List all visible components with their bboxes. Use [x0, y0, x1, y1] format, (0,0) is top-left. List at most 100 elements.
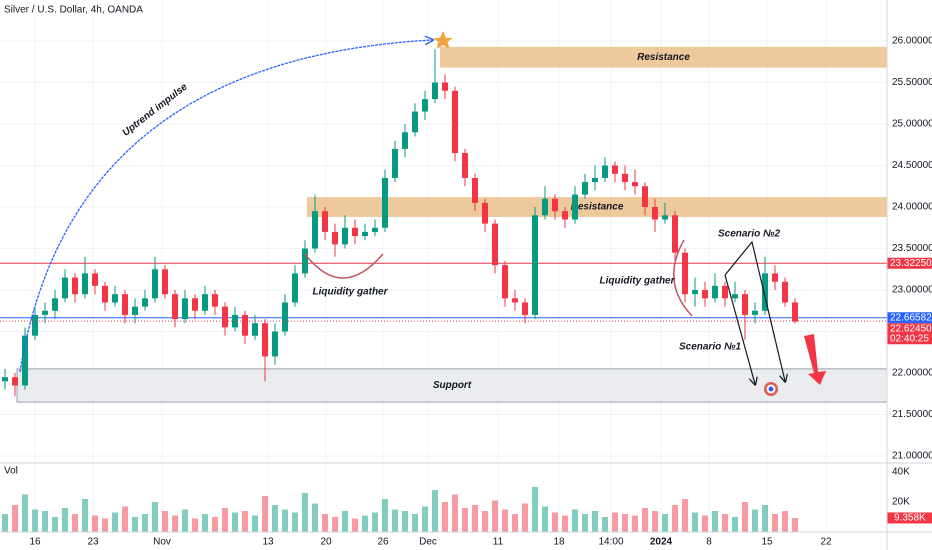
volume-bar — [402, 511, 408, 532]
x-tick-label: Dec — [419, 537, 437, 548]
volume-bar — [452, 494, 458, 532]
volume-bar — [292, 512, 298, 532]
y-tick-label: 25.50000 — [892, 77, 932, 88]
volume-bar — [732, 517, 738, 532]
candle-body — [312, 211, 318, 249]
volume-bar — [462, 508, 468, 532]
volume-bar — [472, 505, 478, 532]
candle-body — [632, 182, 638, 187]
x-tick-label: 2024 — [650, 537, 673, 548]
volume-bar — [772, 514, 778, 532]
candle-body — [752, 310, 758, 315]
candle-body — [302, 248, 308, 274]
y-tick-label: 26.00000 — [892, 36, 932, 47]
volume-label: Vol — [4, 466, 18, 477]
candle-body — [572, 194, 578, 220]
volume-bar — [432, 490, 438, 532]
candle-body — [192, 298, 198, 311]
annotation: Scenario №2 — [718, 229, 780, 240]
volume-bar — [182, 509, 188, 532]
volume-bar — [342, 511, 348, 532]
countdown-label: 02:40:25 — [890, 333, 929, 344]
candle-body — [2, 377, 8, 382]
candle-body — [372, 227, 378, 232]
star — [433, 31, 453, 49]
volume-bar — [362, 515, 368, 532]
candle-body — [232, 314, 238, 328]
candle-body — [542, 198, 548, 216]
volume-bar — [272, 505, 278, 532]
volume-bar — [702, 515, 708, 532]
candle-body — [152, 269, 158, 299]
volume-bar — [212, 517, 218, 532]
candle-body — [762, 273, 768, 311]
volume-bar — [142, 514, 148, 532]
volume-bar — [282, 509, 288, 532]
volume-bar — [522, 503, 528, 532]
candle-body — [502, 265, 508, 299]
candle-body — [592, 177, 598, 183]
candle-body — [692, 290, 698, 295]
y-tick-label: 21.00000 — [892, 451, 932, 462]
candle-body — [132, 306, 138, 315]
volume-bar — [512, 514, 518, 532]
volume-bar — [172, 515, 178, 532]
last-price-label: 22.62450 — [890, 323, 932, 334]
volume-bar — [682, 499, 688, 532]
y-tick-label: 23.00000 — [892, 285, 932, 296]
candle-body — [782, 281, 788, 303]
candle-body — [12, 377, 18, 386]
volume-bar — [372, 512, 378, 532]
volume-bar — [52, 517, 58, 532]
candle-body — [292, 273, 298, 303]
candle-body — [462, 153, 468, 178]
volume-bar — [132, 517, 138, 532]
candle-body — [472, 177, 478, 203]
y-tick-label: 24.50000 — [892, 160, 932, 171]
candle-body — [452, 90, 458, 154]
last-price-box — [887, 323, 932, 345]
candle-body — [512, 298, 518, 303]
x-tick-label: 26 — [377, 537, 389, 548]
candle-body — [32, 314, 38, 336]
volume-last-label: 9.358K — [894, 513, 926, 524]
volume-bar — [42, 511, 48, 532]
candle-body — [722, 285, 728, 299]
volume-bar — [332, 517, 338, 532]
candle-body — [492, 223, 498, 266]
candle-body — [362, 231, 368, 237]
candle-body — [792, 302, 798, 322]
candle-body — [422, 99, 428, 112]
candle-body — [42, 310, 48, 315]
volume-bar — [302, 493, 308, 532]
volume-bar — [102, 518, 108, 532]
volume-bar — [762, 505, 768, 532]
volume-bar — [192, 518, 198, 532]
volume-bar — [552, 512, 558, 532]
volume-bar — [62, 508, 68, 532]
candle-body — [262, 323, 268, 357]
volume-bar — [722, 514, 728, 532]
zone — [440, 46, 887, 68]
candle-body — [112, 294, 118, 303]
volume-bar — [752, 509, 758, 532]
volume-bar — [672, 505, 678, 532]
candle-body — [652, 207, 658, 220]
zone-label: Resistance — [637, 52, 690, 63]
volume-bar — [612, 512, 618, 532]
volume-bar — [632, 515, 638, 532]
candle-body — [162, 269, 168, 295]
volume-bar — [202, 514, 208, 532]
candle-body — [412, 111, 418, 133]
candle-body — [122, 294, 128, 315]
volume-bar — [322, 514, 328, 532]
volume-bar — [122, 506, 128, 532]
candle-body — [182, 298, 188, 320]
target-icon — [764, 382, 778, 396]
volume-tick-label: 20K — [892, 497, 910, 508]
candle-body — [442, 82, 448, 91]
y-tick-label: 22.00000 — [892, 368, 932, 379]
price-label: 22.66582 — [890, 312, 932, 323]
candle-body — [552, 198, 558, 212]
